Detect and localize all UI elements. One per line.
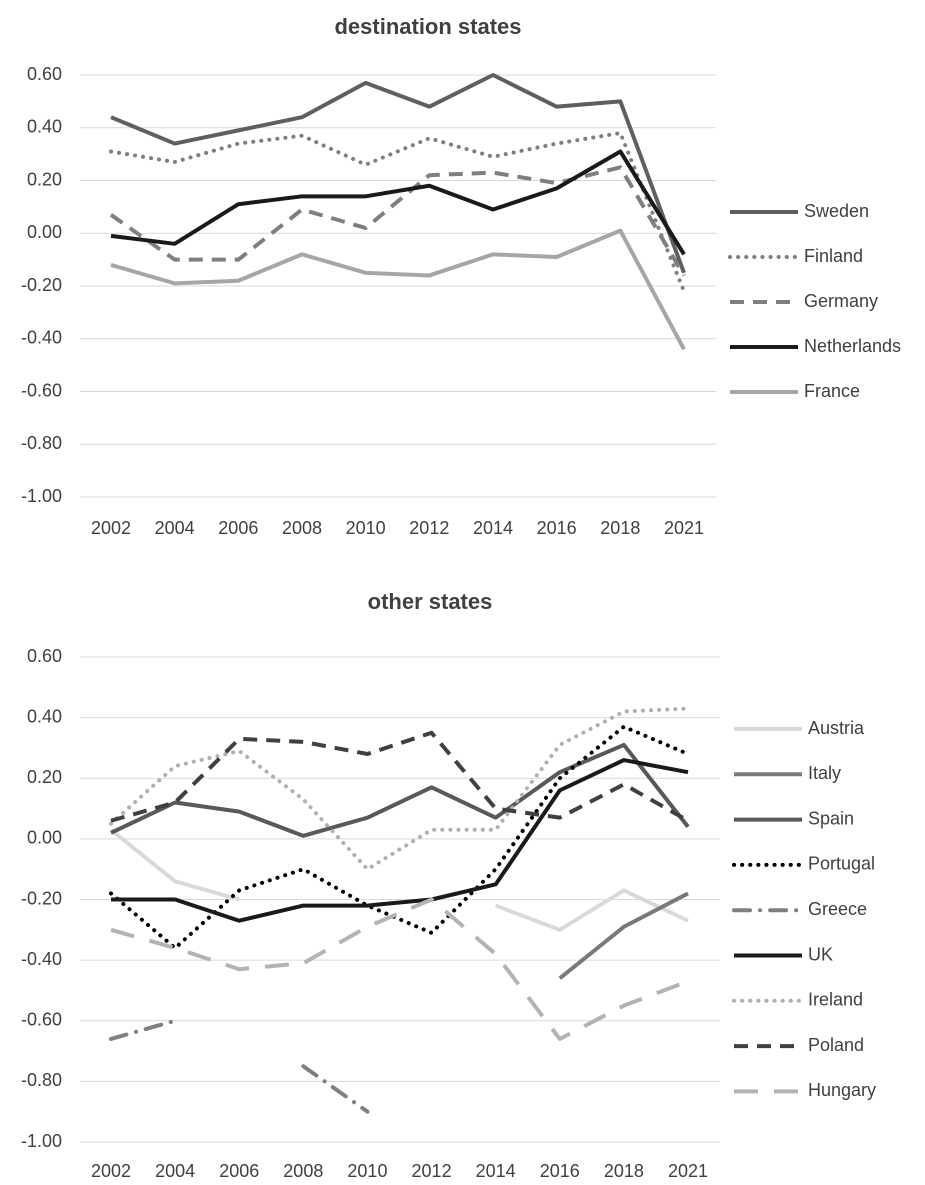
x-tick-label: 2014 — [473, 518, 513, 538]
series-line — [109, 131, 686, 294]
legend-label: France — [804, 381, 860, 401]
legend-label: Greece — [808, 899, 867, 919]
x-tick-label: 2010 — [346, 518, 386, 538]
y-tick-label: -0.40 — [21, 949, 62, 969]
y-tick-label: 0.40 — [27, 706, 62, 726]
y-tick-label: 0.20 — [27, 169, 62, 189]
series-line — [110, 730, 689, 823]
series-line — [110, 742, 690, 838]
y-tick-label: 0.60 — [27, 64, 62, 84]
legend-label: Ireland — [808, 990, 863, 1010]
chart-title: other states — [368, 589, 493, 614]
series-line — [110, 897, 689, 1041]
y-tick-label: 0.20 — [27, 767, 62, 787]
x-tick-label: 2012 — [409, 518, 449, 538]
y-tick-label: 0.60 — [27, 646, 62, 666]
series-line — [109, 1018, 370, 1114]
series-line — [110, 228, 686, 351]
legend-label: Portugal — [808, 854, 875, 874]
legend-label: Hungary — [808, 1080, 876, 1100]
series-line — [109, 165, 686, 277]
chart-title: destination states — [334, 14, 521, 39]
x-tick-label: 2002 — [91, 518, 131, 538]
x-tick-label: 2008 — [282, 518, 322, 538]
y-tick-label: -0.60 — [21, 1010, 62, 1030]
legend-label: Italy — [808, 763, 841, 783]
series-line — [109, 706, 690, 872]
y-tick-label: 0.00 — [27, 222, 62, 242]
x-tick-label: 2016 — [537, 518, 577, 538]
x-tick-label: 2002 — [91, 1161, 131, 1181]
y-tick-label: -0.20 — [21, 888, 62, 908]
legend-label: Sweden — [804, 201, 869, 221]
x-tick-label: 2016 — [540, 1161, 580, 1181]
x-tick-label: 2006 — [219, 1161, 259, 1181]
legend-label: Spain — [808, 808, 854, 828]
x-tick-label: 2010 — [347, 1161, 387, 1181]
y-tick-label: -1.00 — [21, 486, 62, 506]
y-tick-label: -1.00 — [21, 1131, 62, 1151]
x-tick-label: 2021 — [664, 518, 704, 538]
y-tick-label: -0.40 — [21, 328, 62, 348]
legend-label: Austria — [808, 718, 865, 738]
legend-label: Germany — [804, 291, 878, 311]
series-line — [109, 828, 689, 932]
x-tick-label: 2018 — [604, 1161, 644, 1181]
legend-label: Poland — [808, 1035, 864, 1055]
y-tick-label: 0.00 — [27, 828, 62, 848]
series-line — [109, 724, 690, 950]
y-tick-label: -0.20 — [21, 275, 62, 295]
legend-label: Finland — [804, 246, 863, 266]
series-line — [110, 73, 686, 274]
series-line — [558, 891, 689, 980]
x-tick-label: 2006 — [218, 518, 258, 538]
x-tick-label: 2021 — [668, 1161, 708, 1181]
x-tick-label: 2004 — [155, 518, 195, 538]
y-tick-label: 0.40 — [27, 117, 62, 137]
x-tick-label: 2018 — [600, 518, 640, 538]
legend-label: UK — [808, 944, 833, 964]
series-line — [111, 758, 689, 923]
x-tick-label: 2012 — [412, 1161, 452, 1181]
x-tick-label: 2014 — [476, 1161, 516, 1181]
series-line — [110, 149, 686, 256]
x-tick-label: 2008 — [283, 1161, 323, 1181]
y-tick-label: -0.80 — [21, 433, 62, 453]
x-tick-label: 2004 — [155, 1161, 195, 1181]
y-tick-label: -0.60 — [21, 380, 62, 400]
y-tick-label: -0.80 — [21, 1070, 62, 1090]
legend-label: Netherlands — [804, 336, 901, 356]
